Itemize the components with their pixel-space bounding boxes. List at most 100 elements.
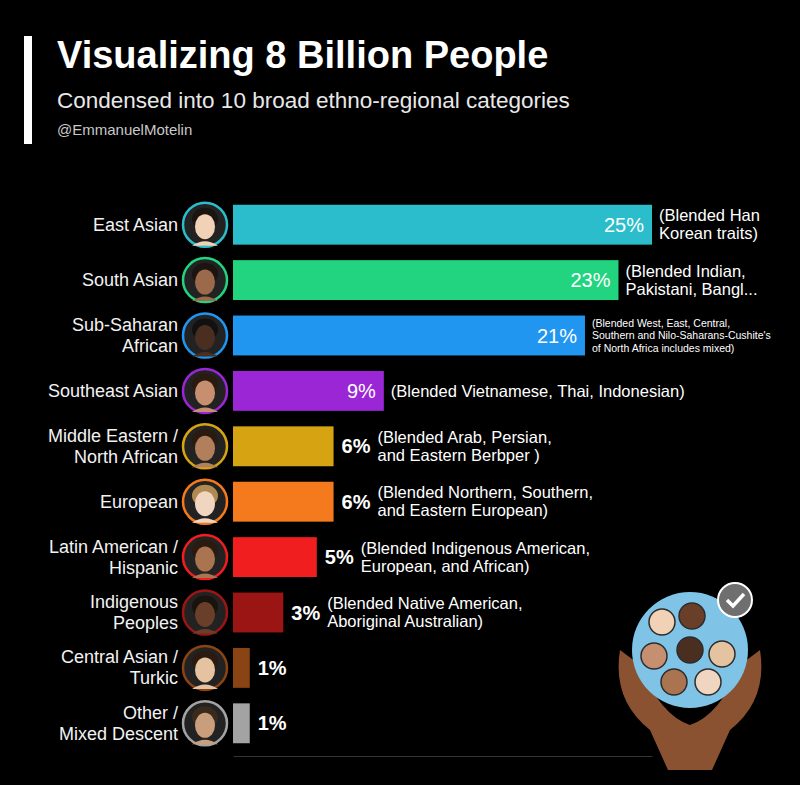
- people-face: [709, 641, 735, 667]
- data-label: 6%: [342, 435, 371, 457]
- category-label-line: Central Asian /: [61, 647, 178, 667]
- category-label-line: Sub-Saharan: [72, 315, 178, 335]
- people-face: [695, 669, 721, 695]
- labels: East Asian 25% (Blended HanKorean traits) S…: [48, 206, 771, 743]
- category-label: South Asian: [82, 270, 178, 290]
- avatar-neck: [192, 241, 218, 246]
- category-label: European: [100, 492, 178, 512]
- avatar: [183, 535, 227, 579]
- avatar-ring: [183, 369, 227, 413]
- people-face: [679, 603, 705, 629]
- category-label-line: Mixed Descent: [59, 724, 178, 744]
- illustration: [619, 583, 762, 770]
- category-label-line: European: [100, 492, 178, 512]
- avatar-ring: [183, 480, 227, 524]
- annotation-line: (Blended Indian,: [625, 262, 745, 280]
- avatar-face: [195, 436, 215, 461]
- bar: [233, 537, 317, 577]
- annotation-line: European, and African): [361, 557, 530, 575]
- people-face: [661, 669, 687, 695]
- avatar-neck: [192, 463, 218, 468]
- annotation: (Blended Vietnamese, Thai, Indonesian): [391, 382, 685, 400]
- people-face: [649, 609, 675, 635]
- check-mark: [727, 594, 744, 606]
- avatar-ring: [183, 591, 227, 635]
- annotation-line: (Blended Vietnamese, Thai, Indonesian): [391, 382, 685, 400]
- x-axis-line: [234, 756, 653, 757]
- annotation-line: (Blended Indigenous American,: [361, 539, 590, 557]
- avatar-ring: [183, 701, 227, 745]
- bar: [233, 482, 334, 522]
- annotation-line: Southern and Nilo-Saharans-Cushite's: [592, 329, 771, 341]
- avatar-face: [195, 602, 215, 627]
- avatar: [183, 369, 227, 413]
- annotation-line: and Eastern Berbper ): [377, 446, 539, 464]
- annotation-line: Aboriginal Australian): [327, 612, 483, 630]
- category-label: East Asian: [93, 215, 178, 235]
- avatar-neck: [192, 407, 218, 412]
- category-label-line: Turkic: [130, 668, 178, 688]
- avatar-neck: [192, 574, 218, 579]
- category-label-line: Southeast Asian: [48, 381, 178, 401]
- bar: [233, 260, 618, 300]
- avatar-ring: [183, 535, 227, 579]
- avatar-face: [195, 547, 215, 572]
- bar: [233, 371, 384, 411]
- bar: [233, 205, 652, 245]
- avatar: [183, 701, 227, 745]
- annotation: (Blended Arab, Persian,and Eastern Berbp…: [377, 428, 551, 464]
- subtitle: Condensed into 10 broad ethno-regional c…: [57, 88, 570, 113]
- avatar-ring: [183, 203, 227, 247]
- category-label-line: North African: [74, 447, 178, 467]
- background: [0, 0, 800, 785]
- bar: [233, 316, 585, 356]
- category-label-line: East Asian: [93, 215, 178, 235]
- avatar-neck: [192, 297, 218, 302]
- avatar-neck: [192, 518, 218, 523]
- category-label: Southeast Asian: [48, 381, 178, 401]
- avatar: [183, 646, 227, 690]
- category-label: IndigenousPeoples: [90, 592, 178, 633]
- avatar-neck: [192, 740, 218, 745]
- category-label-line: South Asian: [82, 270, 178, 290]
- data-label: 3%: [291, 602, 320, 624]
- bars: [233, 205, 652, 743]
- bar: [233, 703, 250, 743]
- bar: [233, 593, 283, 633]
- title: Visualizing 8 Billion People: [57, 34, 548, 76]
- avatar: [183, 314, 227, 358]
- avatar-face: [195, 713, 215, 738]
- annotation: (Blended Native American,Aboriginal Aust…: [327, 594, 522, 630]
- avatar-face: [195, 270, 215, 295]
- check-badge: [718, 583, 752, 617]
- avatar: [183, 480, 227, 524]
- data-label: 9%: [347, 380, 376, 402]
- annotation-line: (Blended Northern, Southern,: [377, 483, 593, 501]
- avatar-neck: [192, 352, 218, 357]
- data-label: 23%: [570, 269, 610, 291]
- avatar: [183, 203, 227, 247]
- category-label-line: Middle Eastern /: [48, 426, 178, 446]
- data-label: 5%: [325, 546, 354, 568]
- avatar-ring: [183, 646, 227, 690]
- avatar-ring: [183, 314, 227, 358]
- category-label-line: Peoples: [113, 613, 178, 633]
- avatar-ring: [183, 424, 227, 468]
- avatar-face: [195, 380, 215, 405]
- avatar-face: [195, 491, 215, 516]
- annotation: (Blended Indigenous American,European, a…: [361, 539, 590, 575]
- avatar-neck: [192, 629, 218, 634]
- avatar-face: [195, 325, 215, 350]
- category-label-line: Hispanic: [109, 558, 178, 578]
- category-label-line: African: [122, 336, 178, 356]
- x-axis: [234, 756, 653, 757]
- people-face: [677, 637, 703, 663]
- annotation: (Blended West, East, Central,Southern an…: [592, 317, 771, 354]
- avatar-face: [195, 214, 215, 239]
- annotation: (Blended Indian,Pakistani, Bangl...: [625, 262, 757, 298]
- category-label: Other /Mixed Descent: [59, 703, 178, 744]
- data-label: 25%: [604, 214, 644, 236]
- annotation-line: Korean traits): [659, 224, 758, 242]
- avatar: [183, 424, 227, 468]
- annotation-line: (Blended Han: [659, 206, 760, 224]
